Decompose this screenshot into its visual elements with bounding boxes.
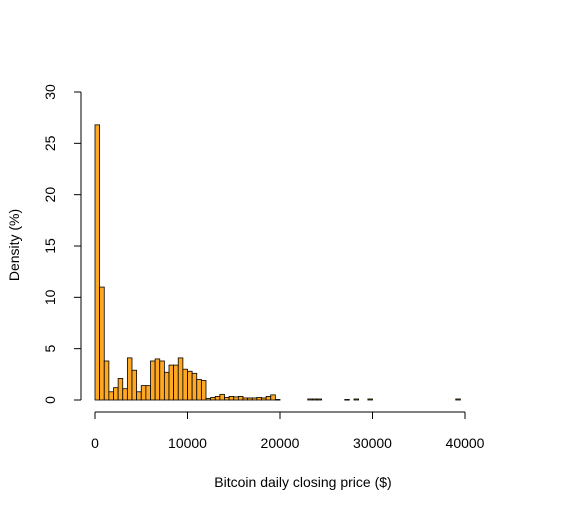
histogram-bar — [196, 379, 202, 401]
histogram-bar — [117, 378, 124, 401]
histogram-bar — [99, 286, 105, 401]
histogram-bar — [205, 398, 212, 401]
histogram-bar — [113, 387, 119, 401]
x-tick-label: 20000 — [261, 435, 300, 451]
histogram-bar — [126, 357, 133, 401]
histogram-bar — [103, 360, 110, 401]
histogram-bar — [145, 385, 151, 401]
histogram-bar — [214, 396, 221, 401]
histogram-bar — [168, 364, 175, 401]
histogram-bar — [237, 396, 244, 401]
histogram-bar — [163, 371, 170, 401]
histogram-bar — [316, 398, 323, 401]
y-tick-label: 25 — [42, 135, 58, 151]
histogram-bar — [200, 380, 207, 401]
y-tick-label: 15 — [42, 238, 58, 254]
histogram-bar — [251, 397, 258, 401]
histogram-bar — [94, 124, 101, 401]
histogram-bar — [210, 397, 216, 401]
y-tick-label: 20 — [42, 187, 58, 203]
histogram-bar — [274, 399, 281, 401]
histogram-bar — [191, 372, 198, 401]
histogram-bar — [233, 396, 239, 401]
histogram-bar — [131, 369, 138, 401]
histogram-bar — [455, 398, 461, 401]
histogram-bar — [177, 357, 184, 401]
histogram-bar — [187, 370, 193, 401]
histogram-bar — [307, 398, 313, 401]
histogram-bar — [182, 368, 188, 401]
x-tick-label: 40000 — [446, 435, 485, 451]
y-tick-label: 5 — [42, 345, 58, 353]
y-tick-label: 10 — [42, 289, 58, 305]
histogram-bar — [344, 399, 350, 401]
histogram-bar — [224, 397, 230, 401]
y-tick-label: 30 — [42, 84, 58, 100]
histogram-bar — [173, 364, 179, 401]
histogram-bars — [94, 124, 461, 401]
histogram-bar — [150, 360, 156, 401]
histogram-bar — [154, 358, 161, 401]
histogram-bar — [265, 396, 272, 401]
x-tick-label: 30000 — [353, 435, 392, 451]
histogram-bar — [122, 388, 128, 401]
histogram-bar — [367, 398, 373, 401]
x-axis: 0 10000 20000 30000 40000 — [91, 411, 485, 451]
histogram-bar — [242, 397, 249, 401]
histogram-bar — [219, 393, 225, 401]
histogram-bar — [261, 397, 267, 401]
histogram-bar — [136, 391, 142, 401]
histogram-bar — [228, 396, 235, 401]
histogram-bar — [311, 398, 318, 401]
histogram-bar — [159, 360, 165, 401]
y-axis-label: Density (%) — [6, 209, 22, 281]
x-tick-label: 0 — [91, 435, 99, 451]
histogram-bar — [270, 394, 276, 401]
histogram-bar — [108, 391, 114, 401]
histogram-bar — [353, 398, 360, 401]
y-axis: 0 5 10 15 20 25 30 — [42, 84, 82, 404]
y-tick-label: 0 — [42, 396, 58, 404]
histogram-bar — [247, 397, 253, 401]
x-axis-label: Bitcoin daily closing price ($) — [214, 474, 391, 490]
histogram-bar — [140, 385, 147, 401]
x-tick-label: 10000 — [168, 435, 207, 451]
histogram-bar — [256, 397, 262, 401]
